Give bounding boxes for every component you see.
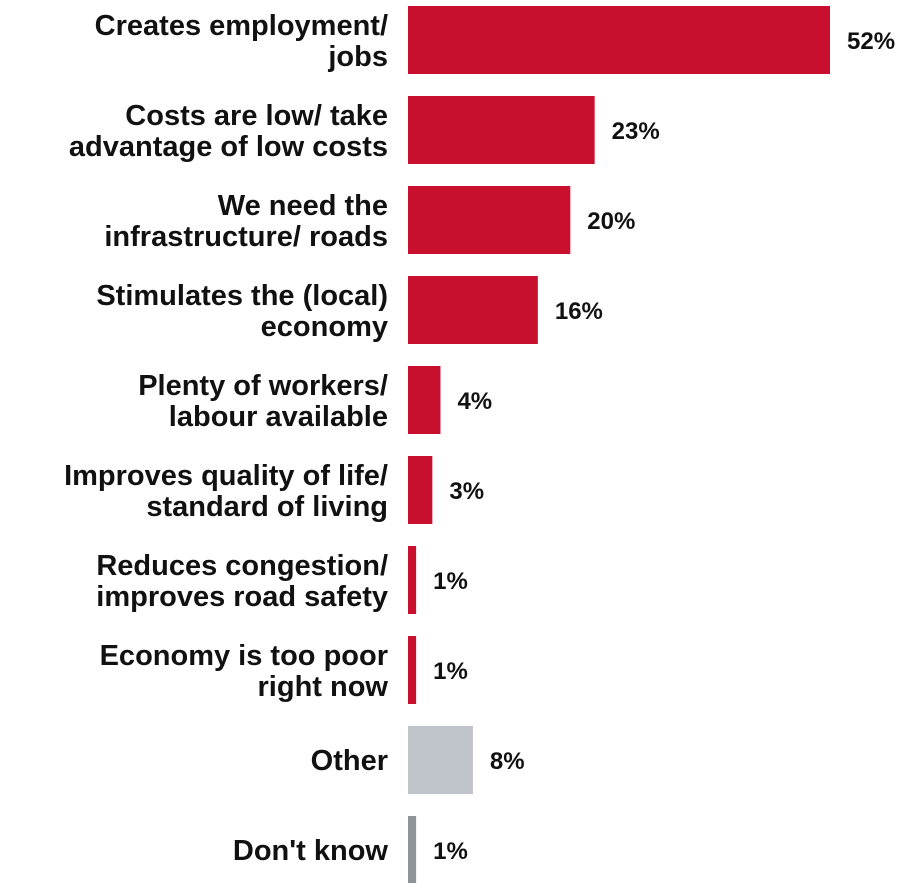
category-label-6: Reduces congestion/improves road safety: [96, 550, 388, 613]
category-label-0: Creates employment/jobs: [95, 10, 388, 73]
category-label-2: We need the infrastructure/ roads: [104, 190, 388, 253]
bar-9: [408, 816, 417, 883]
category-label-2-line-1: infrastructure/ roads: [104, 221, 388, 253]
category-label-0-line-1: jobs: [327, 41, 388, 73]
bar-4: [408, 366, 441, 434]
bar-7: [408, 636, 417, 704]
category-label-9-line-0: Don't know: [233, 835, 389, 867]
value-label-9: 1%: [433, 838, 468, 865]
value-label-2: 20%: [587, 208, 635, 235]
value-labels-group: 52% 23% 20% 16% 4% 3% 1% 1% 8% 1%: [433, 28, 895, 865]
category-label-1-line-1: advantage of low costs: [69, 131, 388, 163]
bar-2: [408, 186, 571, 254]
category-label-6-line-1: improves road safety: [96, 581, 388, 613]
category-label-7-line-1: right now: [258, 671, 389, 703]
category-label-3-line-1: economy: [261, 311, 388, 343]
category-label-5-line-0: Improves quality of life/: [64, 460, 388, 492]
category-label-1: Costs are low/ take advantage of low cost…: [69, 100, 388, 163]
value-label-4: 4%: [457, 388, 492, 415]
category-labels-group: Creates employment/jobs Costs are low/ ta…: [64, 10, 388, 867]
bar-5: [408, 456, 433, 524]
bar-6: [408, 546, 417, 614]
category-label-8-line-0: Other: [311, 745, 388, 777]
category-label-3: Stimulates the (local) economy: [96, 280, 388, 343]
bar-3: [408, 276, 538, 344]
category-label-5: Improves quality of life/standard of liv…: [64, 460, 388, 523]
category-label-4-line-0: Plenty of workers/: [138, 370, 388, 402]
category-label-0-line-0: Creates employment/: [95, 10, 388, 42]
category-label-8: Other: [311, 745, 388, 777]
value-label-7: 1%: [433, 658, 468, 685]
value-label-5: 3%: [449, 478, 484, 505]
value-label-8: 8%: [490, 748, 525, 775]
bar-1: [408, 96, 595, 164]
value-label-1: 23%: [612, 118, 660, 145]
category-label-6-line-0: Reduces congestion/: [96, 550, 388, 582]
bars-group: [408, 6, 830, 883]
value-label-0: 52%: [847, 28, 895, 55]
value-label-3: 16%: [555, 298, 603, 325]
category-label-7: Economy is too poor right now: [100, 640, 389, 703]
bar-0: [408, 6, 830, 74]
value-label-6: 1%: [433, 568, 468, 595]
category-label-5-line-1: standard of living: [146, 491, 388, 523]
category-label-4-line-1: labour available: [169, 401, 388, 433]
category-label-1-line-0: Costs are low/ take: [125, 100, 388, 132]
category-label-3-line-0: Stimulates the (local): [96, 280, 388, 312]
category-label-7-line-0: Economy is too poor: [100, 640, 388, 672]
category-label-9: Don't know: [233, 835, 389, 867]
category-label-4: Plenty of workers/labour available: [138, 370, 388, 433]
bar-8: [408, 726, 473, 794]
category-label-2-line-0: We need the: [218, 190, 388, 222]
